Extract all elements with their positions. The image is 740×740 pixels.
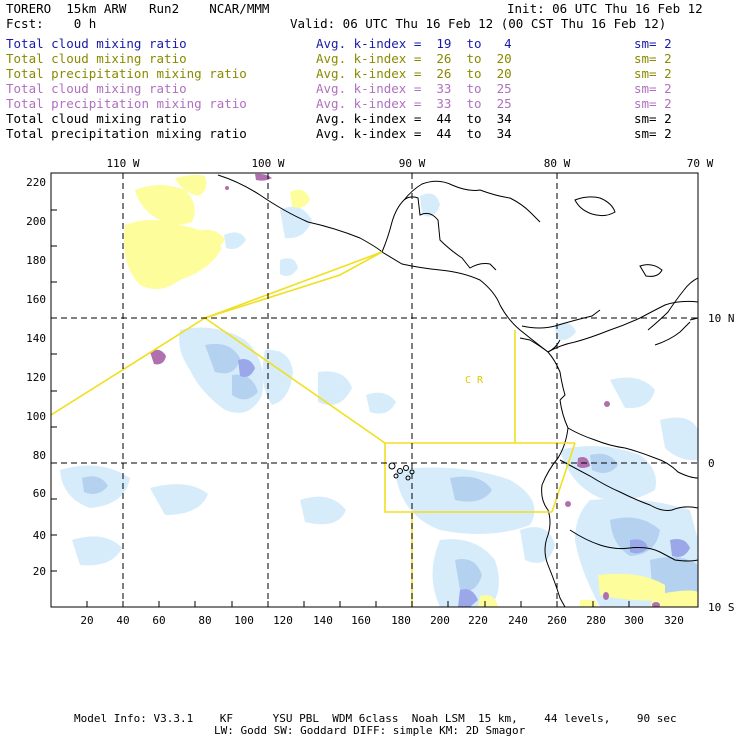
y-tick-label: 180 <box>26 254 46 267</box>
x-tick-label: 160 <box>351 614 371 627</box>
legend-smoothing: sm= 2 <box>634 81 672 96</box>
lon-label: 80 W <box>544 157 571 170</box>
axis-ticks <box>51 209 630 607</box>
region-label: C R <box>465 375 484 386</box>
legend-smoothing: sm= 2 <box>634 111 672 126</box>
x-tick-label: 300 <box>624 614 644 627</box>
legend-row: Total precipitation mixing ratio Avg. k-i… <box>6 96 726 111</box>
model-title: TORERO 15km ARW Run2 NCAR/MMM <box>6 1 270 16</box>
y-tick-label: 120 <box>26 371 46 384</box>
legend-smoothing: sm= 2 <box>634 36 672 51</box>
legend-field: Total cloud mixing ratio <box>6 111 187 126</box>
legend-field: Total precipitation mixing ratio <box>6 66 247 81</box>
legend-kindex: Avg. k-index = 19 to 4 <box>316 36 512 51</box>
x-tick-label: 100 <box>234 614 254 627</box>
init-time: Init: 06 UTC Thu 16 Feb 12 <box>507 1 703 16</box>
precip-purple-area <box>150 173 660 607</box>
coastlines <box>217 174 698 607</box>
legend-row: Total precipitation mixing ratio Avg. k-i… <box>6 66 726 81</box>
lon-label: 100 W <box>251 157 284 170</box>
x-tick-label: 80 <box>198 614 211 627</box>
x-tick-label: 40 <box>116 614 129 627</box>
x-tick-label: 260 <box>547 614 567 627</box>
legend-row: Total precipitation mixing ratio Avg. k-i… <box>6 126 726 141</box>
lon-label: 110 W <box>106 157 139 170</box>
legend-smoothing: sm= 2 <box>634 96 672 111</box>
physics-info-line: LW: Godd SW: Goddard DIFF: simple KM: 2D… <box>214 724 526 737</box>
y-tick-label: 140 <box>26 332 46 345</box>
legend-smoothing: sm= 2 <box>634 51 672 66</box>
legend-kindex: Avg. k-index = 44 to 34 <box>316 126 512 141</box>
y-tick-label: 60 <box>33 487 46 500</box>
lat-label: 0 <box>708 457 715 470</box>
y-tick-label: 40 <box>33 529 46 542</box>
x-tick-label: 60 <box>152 614 165 627</box>
model-info-line: Model Info: V3.3.1 KF YSU PBL WDM 6class… <box>74 712 677 725</box>
legend-field: Total precipitation mixing ratio <box>6 126 247 141</box>
x-tick-label: 120 <box>273 614 293 627</box>
cloud-mid-blue-area <box>82 343 698 599</box>
x-tick-label: 220 <box>468 614 488 627</box>
legend-field: Total cloud mixing ratio <box>6 81 187 96</box>
lat-label: 10 N <box>708 312 735 325</box>
y-tick-label: 100 <box>26 410 46 423</box>
legend-kindex: Avg. k-index = 44 to 34 <box>316 111 512 126</box>
legend-field: Total cloud mixing ratio <box>6 36 187 51</box>
legend-row: Total cloud mixing ratio Avg. k-index = 4… <box>6 111 726 126</box>
legend-kindex: Avg. k-index = 33 to 25 <box>316 96 512 111</box>
legend-smoothing: sm= 2 <box>634 126 672 141</box>
forecast-hour: Fcst: 0 h <box>6 16 97 31</box>
cloud-dark-blue-area <box>238 359 690 607</box>
legend-row: Total cloud mixing ratio Avg. k-index = 1… <box>6 36 726 51</box>
legend-kindex: Avg. k-index = 33 to 25 <box>316 81 512 96</box>
grid-lines <box>51 173 698 607</box>
y-tick-label: 20 <box>33 565 46 578</box>
y-tick-label: 220 <box>26 176 46 189</box>
y-tick-label: 200 <box>26 215 46 228</box>
lon-label: 70 W <box>687 157 714 170</box>
legend-row: Total cloud mixing ratio Avg. k-index = 3… <box>6 81 726 96</box>
lon-label: 90 W <box>399 157 426 170</box>
x-tick-label: 320 <box>664 614 684 627</box>
plot-frame <box>50 172 699 608</box>
y-tick-label: 80 <box>33 449 46 462</box>
x-tick-label: 180 <box>391 614 411 627</box>
x-tick-label: 280 <box>586 614 606 627</box>
x-tick-label: 240 <box>508 614 528 627</box>
x-tick-label: 20 <box>80 614 93 627</box>
legend-field: Total precipitation mixing ratio <box>6 96 247 111</box>
lat-label: 10 S <box>708 601 735 614</box>
cloud-yellow-area <box>124 174 698 607</box>
legend-kindex: Avg. k-index = 26 to 20 <box>316 66 512 81</box>
x-tick-label: 200 <box>430 614 450 627</box>
legend-kindex: Avg. k-index = 26 to 20 <box>316 51 512 66</box>
valid-time: Valid: 06 UTC Thu 16 Feb 12 (00 CST Thu … <box>290 16 667 31</box>
legend-field: Total cloud mixing ratio <box>6 51 187 66</box>
legend-row: Total cloud mixing ratio Avg. k-index = 2… <box>6 51 726 66</box>
flight-track-lines <box>51 251 576 607</box>
y-tick-label: 160 <box>26 293 46 306</box>
x-tick-label: 140 <box>313 614 333 627</box>
legend-smoothing: sm= 2 <box>634 66 672 81</box>
